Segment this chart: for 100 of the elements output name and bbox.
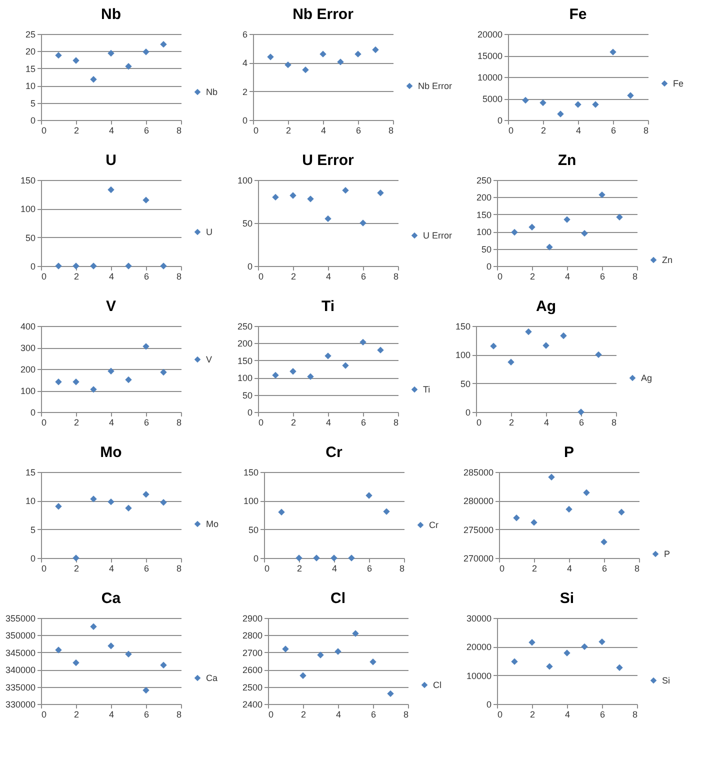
y-tick-label: 5 [30,98,36,108]
point [125,62,132,70]
x-tick-label: 4 [108,710,114,720]
point [142,686,150,694]
point [302,66,309,74]
point [324,215,332,222]
legend-label: Nb Error [418,81,452,91]
x-tick-label: 2 [74,564,80,574]
x-tick-label: 6 [600,710,606,720]
x-tick-label: 8 [632,272,638,282]
point [142,196,150,204]
chart-title: P [564,444,574,461]
x-tick-label: 0 [42,710,47,720]
point [377,190,384,196]
x-tick-label: 0 [42,418,47,428]
x-tick-label: 0 [268,710,274,720]
point [160,262,167,270]
point [72,554,80,562]
point [72,659,80,666]
point [108,498,114,506]
x-tick-label: 6 [600,272,606,282]
point [511,658,518,665]
x-tick-label: 8 [176,418,182,428]
point [334,648,342,655]
x-tick-label: 6 [578,418,584,428]
y-tick-label: 2800 [242,630,262,641]
x-tick-label: 4 [108,126,114,136]
y-tick-label: 2600 [242,665,262,676]
point [548,474,555,481]
point [125,262,132,270]
x-tick-label: 2 [532,564,538,574]
x-tick-label: 4 [108,564,114,574]
y-tick-label: 0 [497,116,502,126]
x-tick-label: 6 [144,418,150,428]
point [581,230,588,237]
point [290,192,296,199]
x-tick-label: 4 [564,272,570,282]
y-tick-label: 20 [25,46,36,57]
y-tick-label: 100 [455,350,470,360]
x-tick-label: 4 [544,418,550,428]
x-tick-label: 8 [403,710,408,720]
point [90,76,97,83]
y-tick-label: 30000 [466,614,492,624]
y-tick-label: 345000 [5,648,36,658]
point [557,110,564,118]
x-tick-label: 2 [290,272,296,282]
y-tick-label: 150 [455,322,470,332]
y-tick-label: 150 [243,468,258,478]
y-tick-label: 50 [25,232,36,243]
point [546,244,553,250]
point [330,554,338,562]
y-tick-label: 200 [476,192,492,203]
y-tick-label: 4 [242,58,248,68]
legend-label: P [664,549,670,559]
y-tick-label: 250 [237,322,252,332]
x-tick-label: 4 [326,418,332,428]
x-tick-label: 4 [566,564,572,574]
y-tick-label: 100 [237,176,252,186]
y-tick-label: 100 [20,204,36,214]
y-tick-label: 0 [242,116,248,126]
chart-title: Fe [569,6,587,23]
y-tick-label: 10000 [477,72,502,82]
legend-label: Ti [423,384,430,394]
point [511,228,518,236]
point [546,663,553,670]
x-tick-label: 6 [602,564,608,574]
point [125,376,132,384]
point [72,262,80,270]
point [366,492,372,499]
point [600,538,608,546]
point [372,46,379,54]
x-tick-label: 2 [74,272,80,282]
x-tick-label: 0 [42,272,47,282]
y-tick-label: 2700 [242,648,262,658]
point [300,672,306,679]
y-tick-label: 10 [25,496,36,506]
y-tick-label: 15 [25,468,36,478]
x-tick-label: 6 [144,710,150,720]
chart-title: Si [560,590,574,607]
point [108,50,114,57]
point [354,50,362,58]
point [525,328,532,336]
y-tick-label: 2 [242,86,248,97]
point [383,508,390,515]
y-tick-label: 300 [20,343,36,353]
y-tick-label: 15000 [477,51,502,61]
point [598,191,606,198]
x-tick-label: 6 [144,564,150,574]
point [595,351,602,358]
x-tick-label: 2 [290,418,296,428]
point [627,92,634,99]
y-tick-label: 50 [242,390,252,400]
point [508,358,514,366]
point [108,186,114,194]
point [284,61,292,68]
y-tick-label: 275000 [463,524,494,535]
chart-title: Cr [326,444,342,461]
point [360,220,366,226]
point [528,639,536,646]
point [352,630,359,637]
